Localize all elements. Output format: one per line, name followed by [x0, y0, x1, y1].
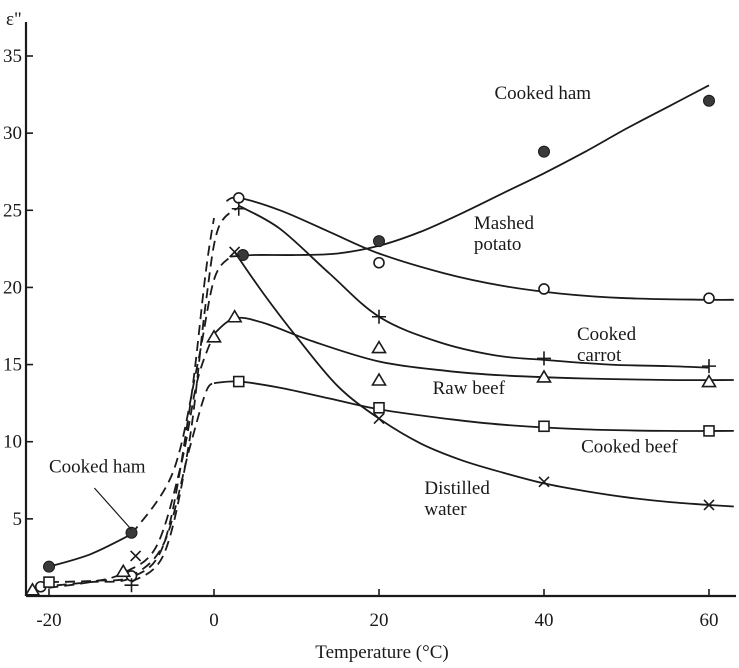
- marker-distilled-water: [703, 499, 715, 511]
- marker-cooked-beef: [232, 375, 245, 388]
- annotation-label: Raw beef: [433, 378, 506, 399]
- annotation-label: Distilled water: [424, 478, 490, 520]
- annotation-label: Mashed potato: [474, 213, 535, 255]
- marker-cooked-ham: [373, 235, 385, 248]
- curve-cooked-ham-dashed: [130, 255, 232, 535]
- curve-cooked-carrot-rise-dashed: [130, 206, 240, 583]
- curve-mashed-potato: [226, 196, 734, 301]
- annotation-line: Mashed: [474, 213, 535, 234]
- marker-cooked-carrot: [231, 201, 246, 216]
- marker-cooked-beef: [43, 576, 55, 588]
- marker-raw-beef: [206, 329, 222, 343]
- marker-cooked-beef: [373, 401, 385, 414]
- marker-cooked-carrot: [372, 309, 386, 324]
- marker-cooked-carrot: [702, 359, 716, 374]
- marker-raw-beef: [24, 582, 41, 596]
- marker-distilled-water: [229, 246, 241, 258]
- x-tick-label: -20: [36, 610, 61, 631]
- annotation-label: Cooked ham: [49, 457, 146, 478]
- marker-cooked-beef: [703, 425, 715, 437]
- annotation-line: carrot: [577, 345, 622, 366]
- marker-cooked-ham: [43, 560, 55, 573]
- x-tick-label: 20: [370, 610, 389, 631]
- marker-cooked-carrot: [124, 578, 139, 593]
- y-tick-label: 15: [3, 355, 22, 376]
- marker-distilled-water: [538, 476, 550, 488]
- y-axis-title: ε": [6, 9, 22, 30]
- y-tick-label: 5: [13, 509, 23, 530]
- y-tick-label: 35: [3, 46, 22, 67]
- y-tick-label: 25: [3, 200, 22, 221]
- annotation-line: Cooked ham: [495, 83, 592, 104]
- annotation-label: Cooked ham: [495, 83, 592, 104]
- annotation-line: water: [424, 499, 467, 520]
- y-tick-label: 20: [3, 277, 22, 298]
- curve-cooked-ham: [230, 84, 710, 258]
- annotation-line: potato: [474, 234, 522, 255]
- annotations: Cooked ham Cooked ham Mashed potato Cooked ca…: [49, 83, 678, 531]
- x-tick-label: 0: [209, 610, 219, 631]
- marker-cooked-beef: [538, 420, 550, 433]
- curve-cooked-carrot: [238, 204, 710, 369]
- marker-cooked-carrot: [537, 351, 551, 366]
- curves: [32, 84, 734, 591]
- x-tick-label: 40: [535, 610, 554, 631]
- markers: [24, 94, 717, 596]
- marker-cooked-ham: [703, 94, 715, 107]
- marker-raw-beef: [536, 369, 552, 383]
- marker-mashed-potato: [703, 292, 715, 305]
- annotation-line: Cooked: [577, 324, 637, 345]
- marker-mashed-potato: [232, 192, 245, 204]
- marker-cooked-ham: [236, 249, 249, 262]
- marker-distilled-water: [130, 550, 142, 562]
- annotation-label: Cooked beef: [581, 437, 678, 458]
- x-tick-label: 60: [700, 610, 719, 631]
- annotation-label: Cooked carrot: [577, 324, 637, 366]
- curve-raw-beef: [213, 316, 734, 382]
- marker-cooked-ham: [538, 145, 550, 158]
- axes: 5 10 15 20 25 30 35 -20 0 20 40 60 ε" Temperature (°C…: [3, 9, 736, 663]
- curve-cooked-beef: [213, 380, 734, 432]
- x-axis-title: Temperature (°C): [315, 642, 448, 663]
- annotation-line: Cooked beef: [581, 437, 678, 458]
- marker-mashed-potato: [538, 283, 550, 295]
- annotation-leader: [93, 487, 132, 531]
- marker-raw-beef: [371, 340, 387, 354]
- annotation-line: Distilled: [424, 478, 490, 499]
- marker-mashed-potato: [373, 256, 385, 269]
- curve-mashed-potato-dashed: [40, 217, 215, 588]
- y-tick-label: 10: [3, 432, 22, 453]
- marker-cooked-ham: [125, 526, 138, 539]
- annotation-line: Raw beef: [433, 378, 506, 399]
- curve-cooked-beef-dashed: [48, 382, 215, 583]
- marker-raw-beef: [701, 373, 717, 388]
- curve-cooked-ham: [48, 533, 132, 568]
- marker-distilled-water: [373, 413, 385, 425]
- annotation-line: Cooked ham: [49, 457, 146, 478]
- curve-raw-beef-dashed: [32, 333, 215, 591]
- marker-raw-beef: [226, 309, 243, 323]
- marker-raw-beef: [371, 372, 387, 386]
- y-tick-label: 30: [3, 123, 22, 144]
- curve-distilled-water: [233, 251, 734, 508]
- marker-raw-beef: [115, 563, 132, 578]
